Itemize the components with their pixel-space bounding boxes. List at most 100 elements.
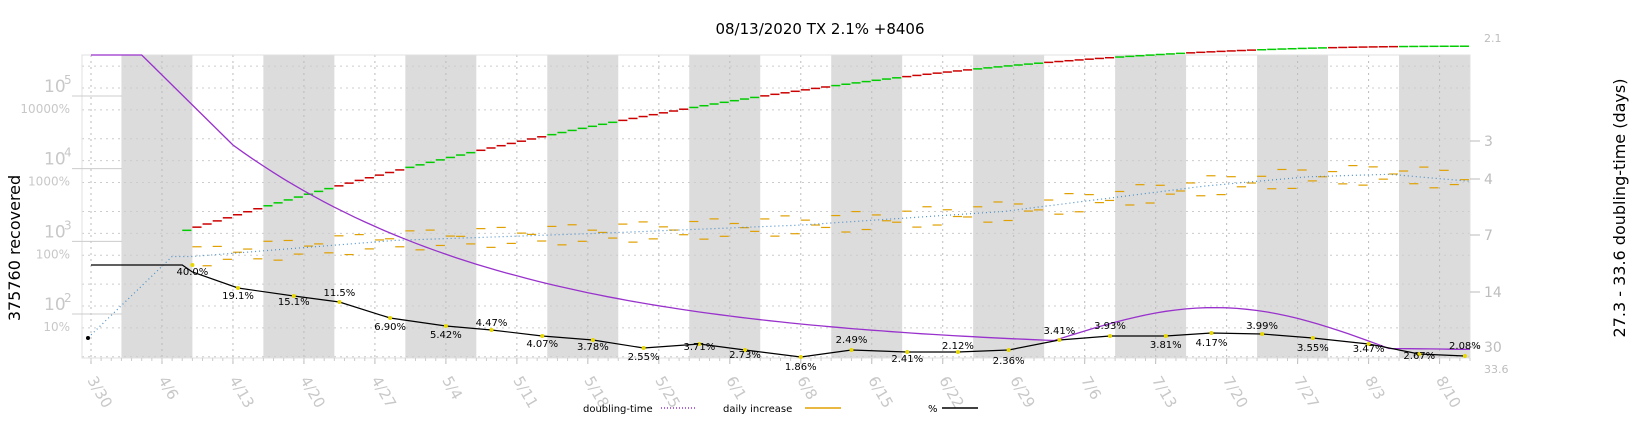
percent-label: 3.47% (1353, 344, 1385, 355)
percent-label: 2.73% (729, 350, 761, 361)
percent-marker (905, 350, 910, 354)
right-tick-label: 14 (1484, 285, 1502, 301)
percent-marker (1057, 338, 1062, 342)
y-tick-exponent: 5 (64, 73, 72, 87)
percent-label: 3.93% (1094, 321, 1126, 332)
right-tick-label: 3 (1484, 134, 1493, 150)
x-tick-label: 6/8 (793, 373, 821, 403)
y-tick-exponent: 3 (64, 218, 72, 232)
week-shade (121, 55, 193, 358)
percent-marker (590, 338, 595, 342)
y-tick-label: 10 (44, 295, 66, 315)
x-tick-label: 5/25 (651, 373, 683, 411)
x-tick-label: 6/22 (935, 373, 967, 411)
percent-label: 3.99% (1246, 321, 1278, 332)
percent-label: 2.08% (1449, 341, 1481, 352)
daily-trend-line (90, 173, 1471, 336)
right-tick-label: 30 (1484, 340, 1502, 356)
percent-label: 3.41% (1043, 326, 1075, 337)
x-tick-label: 6/29 (1006, 373, 1038, 411)
percent-marker (190, 263, 195, 267)
percent-marker (1310, 336, 1315, 340)
percent-marker (443, 324, 448, 328)
weekend-shading (121, 55, 1470, 358)
percent-marker (540, 334, 545, 338)
x-tick-label: 5/11 (509, 373, 541, 411)
percent-label: 3.81% (1150, 340, 1182, 351)
percent-label: 2.36% (993, 356, 1025, 367)
percent-marker (641, 346, 646, 350)
percent-label: 6.90% (374, 322, 406, 333)
x-tick-label: 3/30 (84, 373, 116, 411)
legend-label: daily increase (723, 404, 792, 415)
x-tick-label: 4/6 (155, 373, 183, 403)
percent-marker (1163, 334, 1168, 338)
percent-label: 4.07% (526, 339, 558, 350)
percent-marker (1209, 331, 1214, 335)
percent-label: 2.12% (942, 341, 974, 352)
x-tick-label: 8/3 (1361, 373, 1389, 403)
week-shade (973, 55, 1045, 358)
legend: doubling-time daily increase% (583, 404, 978, 415)
y-axis-label-left: 375760 recovered (5, 175, 24, 321)
legend-label: doubling-time (583, 404, 653, 415)
y-tick-label: 10 (44, 77, 66, 97)
percent-label: 19.1% (222, 291, 254, 302)
x-tick-label: 5/4 (438, 373, 466, 403)
percent-label: 3.71% (683, 342, 715, 353)
percent-label: 15.1% (278, 297, 310, 308)
percent-label: 5.42% (430, 330, 462, 341)
percent-marker (849, 348, 854, 352)
right-tick-label: 7 (1484, 228, 1493, 244)
x-tick-label: 4/20 (296, 373, 328, 411)
doubling-time-line (91, 54, 1470, 350)
percent-marker (236, 286, 241, 290)
week-shade (263, 55, 335, 358)
percent-label: 3.55% (1297, 343, 1329, 354)
week-shade (405, 55, 477, 358)
week-shade (831, 55, 903, 358)
percent-marker (697, 342, 702, 346)
percent-marker (1462, 354, 1467, 358)
percent-marker (388, 316, 393, 320)
y-tick-label: 10 (44, 150, 66, 170)
x-tick-label: 7/6 (1077, 373, 1105, 403)
percent-label: 1.86% (785, 362, 817, 373)
x-tick-label: 4/13 (225, 373, 257, 411)
percent-marker (1006, 348, 1011, 352)
legend-label: % (928, 404, 938, 415)
right-tick-label: 4 (1484, 172, 1493, 188)
chart-title: 08/13/2020 TX 2.1% +8406 (715, 20, 924, 38)
y-pct-tick-label: 10% (43, 320, 70, 334)
right-tick-label: 33.6 (1484, 363, 1509, 376)
percent-marker (1260, 332, 1265, 336)
percent-label: 3.78% (577, 342, 609, 353)
percent-line (91, 264, 1465, 358)
percent-marker (955, 350, 960, 354)
y-tick-label: 10 (44, 222, 66, 242)
x-tick-label: 8/10 (1432, 373, 1464, 411)
week-shade (1115, 55, 1187, 358)
percent-marker (337, 300, 342, 304)
percent-marker (291, 294, 296, 298)
right-tick-label: 2.1 (1484, 32, 1502, 45)
percent-label: 40.0% (177, 267, 209, 278)
y-pct-tick-label: 10000% (20, 102, 70, 116)
x-tick-label: 7/27 (1290, 373, 1322, 411)
x-tick-label: 4/27 (367, 373, 399, 411)
y-pct-tick-label: 1000% (28, 175, 70, 189)
percent-label: 2.55% (628, 352, 660, 363)
percent-label: 2.41% (891, 354, 923, 365)
week-shade (547, 55, 619, 358)
percent-label: 4.47% (476, 318, 508, 329)
percent-marker (743, 348, 748, 352)
y-axis-label-right: 27.3 - 33.6 doubling-time (days) (1610, 79, 1629, 338)
x-tick-label: 7/20 (1219, 373, 1251, 411)
percent-label: 11.5% (324, 288, 356, 299)
percent-label: 2.49% (836, 335, 868, 346)
series (90, 45, 1471, 358)
percent-label: 2.67% (1403, 351, 1435, 362)
plot-frame (81, 54, 1471, 359)
y-pct-tick-label: 100% (36, 247, 70, 261)
